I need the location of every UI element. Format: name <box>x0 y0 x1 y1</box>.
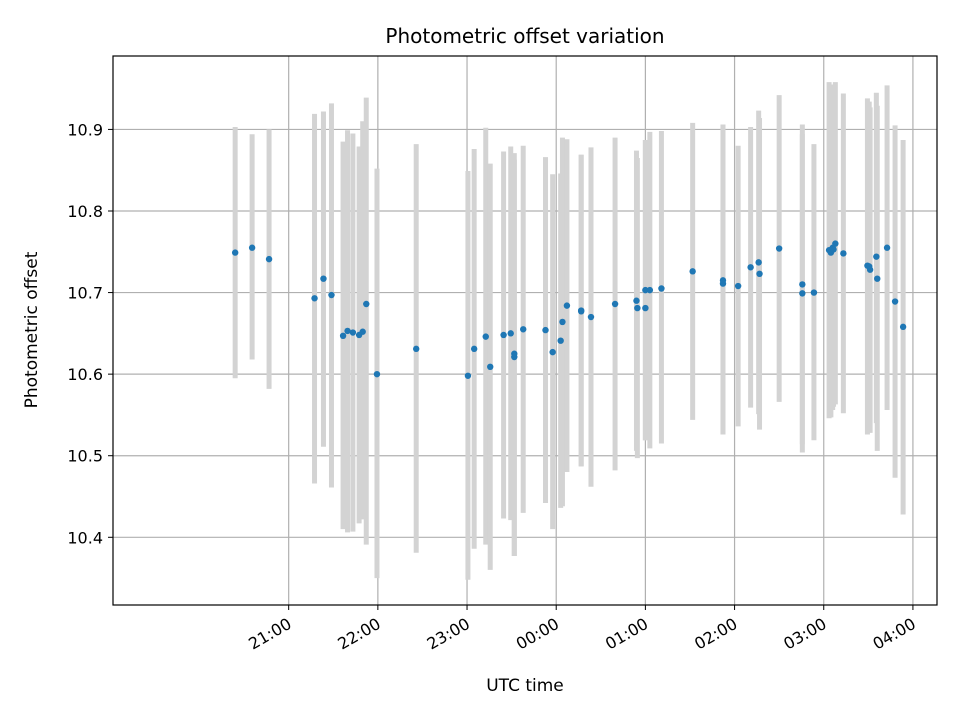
point-layer <box>231 240 907 379</box>
data-point <box>642 304 649 312</box>
data-point <box>549 348 556 356</box>
y-tick-label: 10.8 <box>67 202 103 221</box>
data-point <box>756 270 763 278</box>
data-point <box>507 330 514 337</box>
data-point <box>487 363 494 371</box>
data-point <box>311 295 318 302</box>
data-point <box>634 304 641 312</box>
data-point <box>832 240 839 247</box>
data-point <box>464 372 472 379</box>
data-point <box>799 290 806 297</box>
y-tick-label: 10.6 <box>67 365 103 384</box>
y-tick-label: 10.5 <box>67 447 103 466</box>
data-point <box>320 275 327 282</box>
data-point <box>799 281 806 288</box>
data-point <box>248 244 256 251</box>
data-point <box>810 289 818 296</box>
data-point <box>719 280 727 287</box>
plot-frame <box>112 55 938 606</box>
data-point <box>520 326 527 333</box>
data-point <box>413 345 420 353</box>
y-axis-title: Photometric offset <box>22 251 42 408</box>
data-point <box>349 329 357 336</box>
data-point <box>559 318 566 326</box>
data-point <box>339 332 347 340</box>
data-point <box>563 302 571 309</box>
data-point <box>557 337 564 344</box>
data-point <box>577 308 585 315</box>
data-point <box>587 313 595 321</box>
data-point <box>642 286 649 294</box>
data-point <box>359 328 366 335</box>
data-point <box>344 327 351 335</box>
data-point <box>482 333 489 340</box>
y-tick-label: 10.7 <box>67 284 103 303</box>
data-point <box>689 268 696 275</box>
data-point <box>231 249 239 256</box>
data-point <box>734 282 742 290</box>
data-point <box>611 300 619 308</box>
x-axis-title: UTC time <box>486 676 564 696</box>
data-point <box>470 345 478 353</box>
data-point <box>866 266 874 273</box>
data-point <box>874 275 881 282</box>
y-tick-label: 10.9 <box>67 120 103 139</box>
data-point <box>363 300 370 308</box>
data-point <box>633 297 640 304</box>
data-point <box>265 255 273 263</box>
data-point <box>511 353 518 361</box>
data-point <box>891 298 899 305</box>
data-point <box>646 286 654 294</box>
y-tick-label: 10.4 <box>67 528 103 547</box>
data-point <box>747 264 754 271</box>
data-point <box>830 246 837 253</box>
data-point <box>899 323 907 331</box>
data-point <box>755 259 762 266</box>
data-point <box>542 326 549 334</box>
data-point <box>775 245 783 252</box>
data-point <box>658 285 665 292</box>
data-point <box>500 331 507 339</box>
data-point <box>840 250 847 257</box>
chart-title: Photometric offset variation <box>385 24 664 48</box>
data-point <box>883 244 891 251</box>
data-point <box>373 370 381 378</box>
data-point <box>873 253 880 260</box>
data-point <box>328 291 335 299</box>
